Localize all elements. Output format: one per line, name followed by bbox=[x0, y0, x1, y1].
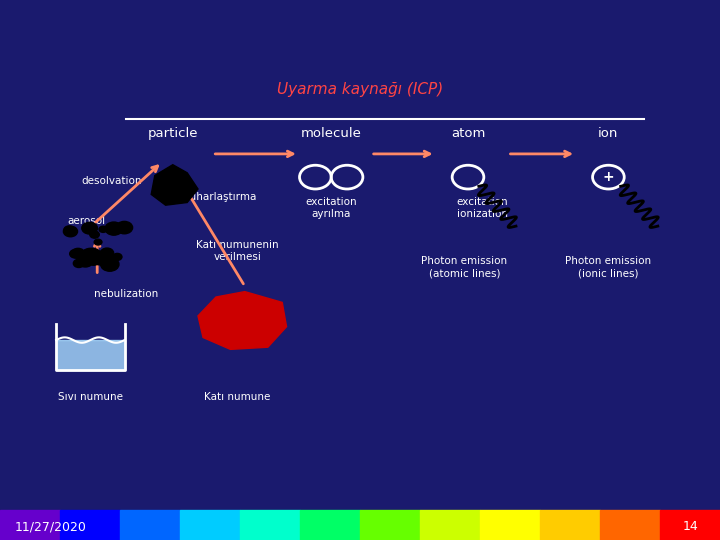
Circle shape bbox=[82, 248, 99, 261]
Circle shape bbox=[116, 221, 132, 234]
Bar bbox=[60, 510, 120, 540]
Circle shape bbox=[99, 226, 107, 232]
Circle shape bbox=[105, 222, 122, 235]
Text: ion: ion bbox=[598, 127, 618, 140]
Circle shape bbox=[82, 249, 95, 259]
Circle shape bbox=[78, 255, 93, 267]
Text: Katı numune: Katı numune bbox=[204, 392, 271, 402]
Circle shape bbox=[90, 231, 99, 238]
Bar bbox=[0, 510, 60, 540]
Text: molecule: molecule bbox=[301, 127, 361, 140]
Circle shape bbox=[101, 258, 119, 271]
Circle shape bbox=[73, 259, 84, 267]
Circle shape bbox=[70, 249, 81, 258]
Circle shape bbox=[87, 255, 100, 265]
Text: buharlaştırma: buharlaştırma bbox=[183, 192, 256, 202]
Circle shape bbox=[63, 226, 78, 237]
Circle shape bbox=[112, 253, 122, 260]
Text: aerosol: aerosol bbox=[68, 216, 105, 226]
Bar bbox=[180, 510, 240, 540]
Bar bbox=[540, 510, 600, 540]
Circle shape bbox=[94, 239, 102, 245]
Circle shape bbox=[100, 248, 114, 258]
Text: +: + bbox=[603, 170, 614, 184]
Polygon shape bbox=[198, 292, 287, 349]
Bar bbox=[300, 510, 360, 540]
Text: Uyarma kaynağı (ICP): Uyarma kaynağı (ICP) bbox=[277, 82, 443, 97]
Text: excitation
ayrılma: excitation ayrılma bbox=[305, 197, 357, 219]
Text: Photon emission
(atomic lines): Photon emission (atomic lines) bbox=[421, 256, 508, 278]
Text: Photon emission
(ionic lines): Photon emission (ionic lines) bbox=[565, 256, 652, 278]
Circle shape bbox=[100, 255, 108, 261]
Bar bbox=[480, 510, 540, 540]
Bar bbox=[600, 510, 660, 540]
Text: Katı numunenin
verilmesi: Katı numunenin verilmesi bbox=[197, 240, 279, 262]
Bar bbox=[360, 510, 420, 540]
Circle shape bbox=[82, 222, 97, 234]
Text: particle: particle bbox=[148, 127, 198, 140]
Text: excitation
ionization: excitation ionization bbox=[456, 197, 508, 219]
Circle shape bbox=[64, 226, 74, 234]
Circle shape bbox=[91, 251, 109, 265]
Circle shape bbox=[99, 256, 108, 262]
Text: Sıvı numune: Sıvı numune bbox=[58, 392, 122, 402]
Text: desolvation: desolvation bbox=[81, 176, 142, 186]
Bar bbox=[660, 510, 720, 540]
Text: atom: atom bbox=[451, 127, 485, 140]
Text: 14: 14 bbox=[683, 520, 698, 533]
Circle shape bbox=[71, 248, 85, 258]
Bar bbox=[240, 510, 300, 540]
Text: 11/27/2020: 11/27/2020 bbox=[14, 520, 86, 533]
Polygon shape bbox=[56, 340, 125, 370]
Bar bbox=[120, 510, 180, 540]
Text: nebulization: nebulization bbox=[94, 289, 158, 299]
Circle shape bbox=[86, 248, 100, 259]
Polygon shape bbox=[151, 165, 198, 205]
Bar bbox=[420, 510, 480, 540]
